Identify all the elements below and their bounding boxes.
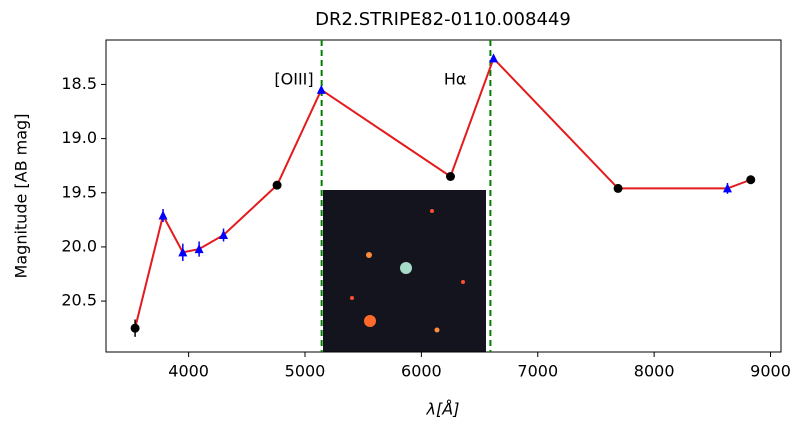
x-tick-label: 7000 <box>517 362 558 381</box>
marker-circle <box>272 180 282 190</box>
marker-circle <box>613 183 623 193</box>
marker-triangle <box>219 230 229 239</box>
marker-circle <box>130 323 140 333</box>
marker-triangle <box>194 244 204 254</box>
marker-triangle <box>489 53 499 63</box>
inset-star <box>350 296 354 300</box>
marker-triangle <box>722 183 732 193</box>
inset-image <box>323 190 486 352</box>
y-axis-label: Magnitude [AB mag] <box>12 114 31 279</box>
x-tick-label: 8000 <box>634 362 675 381</box>
line-label: Hα <box>444 70 467 89</box>
y-tick-label: 19.0 <box>61 128 97 147</box>
marker-triangle <box>178 247 188 257</box>
y-tick-label: 20.0 <box>61 236 97 255</box>
y-tick-label: 19.5 <box>61 182 97 201</box>
inset-star <box>461 280 465 284</box>
inset-galaxy <box>400 262 412 274</box>
x-tick-label: 5000 <box>285 362 326 381</box>
plot-frame <box>105 39 782 353</box>
marker-triangle <box>158 210 168 220</box>
marker-circle <box>746 175 756 185</box>
line-label: [OIII] <box>274 70 313 89</box>
inset-star <box>366 252 372 258</box>
x-tick-label: 6000 <box>401 362 442 381</box>
chart-title: DR2.STRIPE82-0110.008449 <box>315 9 571 30</box>
sed-line <box>134 56 752 329</box>
y-tick-label: 20.5 <box>61 291 97 310</box>
x-tick-label: 4000 <box>168 362 209 381</box>
y-tick-label: 18.5 <box>61 74 97 93</box>
inset-star <box>364 315 376 327</box>
x-axis-label: λ[Å] <box>426 400 460 419</box>
inset-star <box>430 209 434 213</box>
marker-triangle <box>316 84 326 94</box>
marker-circle <box>445 172 455 181</box>
x-tick-label: 9000 <box>750 362 791 381</box>
inset-star <box>434 327 440 333</box>
